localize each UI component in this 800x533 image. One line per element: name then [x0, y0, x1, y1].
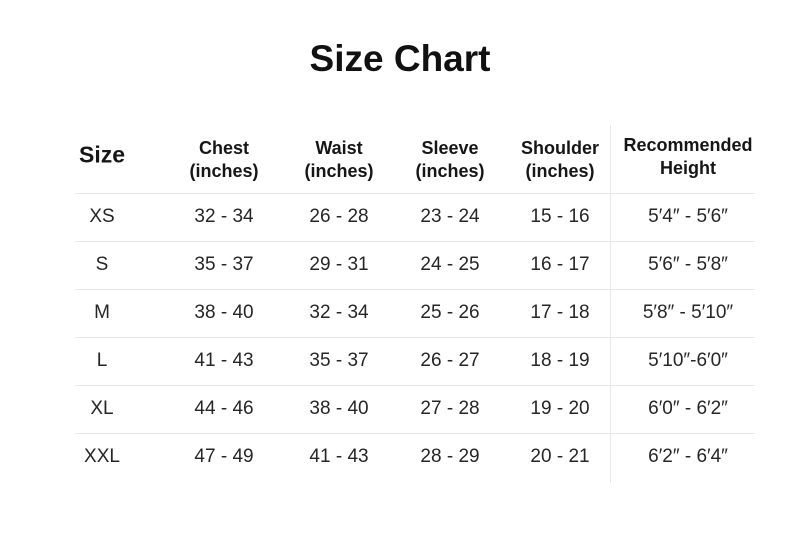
table-cell: 26 - 28 — [309, 206, 369, 227]
table-cell: 6′2″ - 6′4″ — [648, 446, 728, 467]
table-cell: 38 - 40 — [309, 398, 369, 419]
column-header: Recommended Height — [623, 134, 752, 180]
table-cell: 25 - 26 — [420, 302, 480, 323]
table-cell: 27 - 28 — [420, 398, 480, 419]
table-cell: 5′4″ - 5′6″ — [648, 206, 728, 227]
table-cell: 35 - 37 — [309, 350, 369, 371]
size-label: M — [94, 302, 110, 323]
table-cell: 38 - 40 — [194, 302, 254, 323]
header-line: Recommended — [623, 135, 753, 155]
table-cell: 17 - 18 — [530, 302, 590, 323]
table-cell: 19 - 20 — [530, 398, 590, 419]
header-line: Sleeve — [421, 138, 479, 158]
table-cell: 32 - 34 — [309, 302, 369, 323]
row-divider — [75, 193, 755, 194]
size-label: S — [95, 254, 109, 275]
row-divider — [75, 433, 755, 434]
row-divider — [75, 385, 755, 386]
table-cell: 18 - 19 — [530, 350, 590, 371]
header-line: (inches) — [304, 161, 374, 181]
column-header: Sleeve (inches) — [415, 137, 484, 183]
size-label: L — [96, 350, 108, 371]
table-cell: 28 - 29 — [420, 446, 480, 467]
row-divider — [75, 241, 755, 242]
table-cell: 23 - 24 — [420, 206, 480, 227]
header-line: Size — [78, 141, 126, 168]
column-header: Shoulder (inches) — [521, 137, 599, 183]
table-cell: 41 - 43 — [194, 350, 254, 371]
table-cell: 6′0″ - 6′2″ — [648, 398, 728, 419]
table-cell: 5′6″ - 5′8″ — [648, 254, 728, 275]
page-title: Size Chart — [309, 38, 491, 79]
table-cell: 15 - 16 — [530, 206, 590, 227]
table-cell: 24 - 25 — [420, 254, 480, 275]
column-header: Waist (inches) — [304, 137, 373, 183]
header-line: Waist — [315, 138, 363, 158]
table-cell: 20 - 21 — [530, 446, 590, 467]
column-header: Size — [78, 141, 126, 168]
header-line: Chest — [198, 138, 250, 158]
size-label: XL — [90, 398, 114, 419]
column-divider — [610, 125, 611, 483]
table-cell: 32 - 34 — [194, 206, 254, 227]
size-label: XXL — [84, 446, 120, 467]
header-line: Height — [659, 158, 716, 178]
header-line: (inches) — [415, 161, 485, 181]
table-cell: 47 - 49 — [194, 446, 254, 467]
table-cell: 26 - 27 — [420, 350, 480, 371]
table-cell: 44 - 46 — [194, 398, 254, 419]
table-cell: 5′8″ - 5′10″ — [642, 302, 734, 323]
header-line: (inches) — [525, 161, 595, 181]
row-divider — [75, 289, 755, 290]
table-cell: 5′10″-6′0″ — [648, 350, 728, 371]
header-line: Shoulder — [520, 138, 600, 158]
column-header: Chest (inches) — [189, 137, 258, 183]
table-cell: 41 - 43 — [309, 446, 369, 467]
table-cell: 16 - 17 — [530, 254, 590, 275]
size-label: XS — [89, 206, 115, 227]
table-cell: 29 - 31 — [309, 254, 369, 275]
table-cell: 35 - 37 — [194, 254, 254, 275]
header-line: (inches) — [189, 161, 259, 181]
row-divider — [75, 337, 755, 338]
